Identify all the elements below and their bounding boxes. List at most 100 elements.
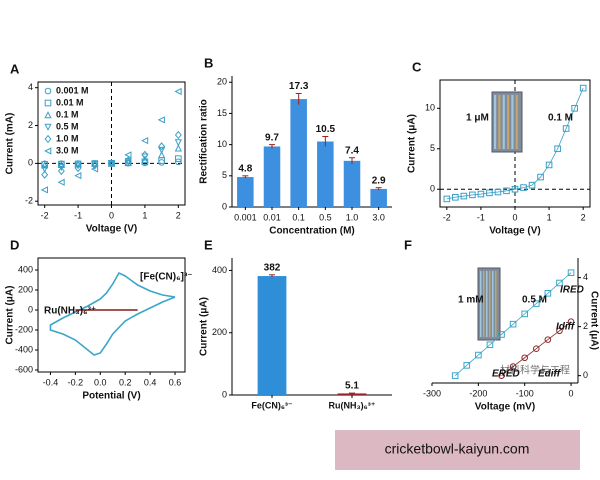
bar: [237, 177, 254, 207]
y-axis-label: Rectification ratio: [199, 99, 210, 183]
marker: [460, 192, 468, 200]
marker: [141, 155, 149, 163]
marker: [509, 320, 517, 328]
marker: [57, 178, 65, 186]
marker: [174, 130, 182, 140]
marker: [486, 189, 493, 197]
marker: [141, 150, 149, 160]
x-tick-label: -300: [423, 388, 441, 398]
series-line: [501, 321, 572, 376]
y-axis-label: Current (mA): [5, 113, 16, 175]
inset-channel: [494, 95, 497, 149]
x-tick-label: 0.01: [263, 212, 281, 222]
marker: [567, 318, 575, 326]
value-label: 4.8: [238, 163, 252, 174]
x-tick-label: 3.0: [372, 212, 385, 222]
y-tick-label: 0: [28, 304, 33, 314]
legend-label: 0.01 M: [56, 97, 84, 107]
x-tick-label: -100: [516, 388, 534, 398]
marker: [532, 300, 540, 307]
x-tick-label: 0.6: [169, 377, 182, 387]
legend-label: 0.001 M: [56, 85, 89, 95]
y-tick-label: 0: [222, 389, 227, 399]
legend-label: 1.0 M: [56, 133, 79, 143]
marker: [175, 155, 182, 162]
x-tick-label: 0.2: [119, 377, 132, 387]
bar: [290, 99, 307, 207]
marker: [544, 289, 552, 297]
inset-channel: [492, 271, 494, 337]
marker: [124, 151, 132, 159]
watermark: 材料科学与工程: [500, 364, 570, 377]
marker: [174, 87, 182, 96]
x-tick-label: Fe(CN)₆³⁻: [251, 400, 293, 410]
marker: [57, 163, 65, 172]
marker: [545, 161, 553, 169]
y-tick-label: 200: [18, 284, 33, 294]
value-label: 7.4: [345, 145, 359, 156]
caption-box: [335, 430, 580, 470]
bar: [370, 188, 387, 207]
x-tick-label: 0: [512, 212, 517, 222]
plot-frame: [37, 257, 186, 373]
y-tick-label: 10: [425, 103, 435, 113]
y2-tick-label: 4: [583, 272, 588, 282]
x-axis-label: Voltage (V): [86, 224, 137, 235]
x-tick-label: -2: [41, 210, 49, 220]
marker: [532, 345, 540, 352]
marker: [537, 173, 544, 181]
y-tick-label: 15: [217, 108, 227, 118]
annotation: 1 mM: [458, 295, 484, 306]
marker: [107, 159, 115, 167]
marker: [44, 111, 52, 119]
bar: [257, 276, 287, 395]
y-tick-label: 400: [212, 265, 227, 275]
inset-channel: [489, 271, 491, 337]
x-tick-label: -1: [477, 212, 485, 222]
marker: [74, 172, 82, 180]
x-tick-label: 0.0: [94, 377, 107, 387]
x-tick-label: 0: [109, 210, 114, 220]
marker: [579, 84, 587, 92]
inset-channel: [495, 271, 497, 337]
marker: [451, 372, 459, 379]
x-tick-label: -1: [74, 210, 82, 220]
marker: [41, 170, 49, 179]
series-label: [Fe(CN)₆]³⁻: [140, 272, 193, 283]
y-tick-label: -200: [15, 324, 33, 334]
x-axis-label: Voltage (mV): [475, 402, 535, 413]
bar: [317, 141, 334, 207]
y-tick-label: 10: [217, 139, 227, 149]
marker: [498, 372, 505, 379]
marker: [124, 156, 132, 165]
marker: [74, 163, 82, 173]
marker: [486, 341, 494, 349]
y-tick-label: 0: [28, 158, 33, 168]
x-tick-label: -2: [443, 212, 451, 222]
annotation: Idiff: [556, 322, 576, 333]
y-tick-label: 20: [217, 77, 227, 87]
inset-channel: [515, 95, 518, 149]
marker: [556, 279, 563, 287]
marker: [108, 159, 115, 168]
y-tick-label: 0: [430, 184, 435, 194]
marker: [556, 327, 563, 335]
marker: [57, 166, 65, 176]
x-tick-label: Ru(NH₃)₆³⁺: [329, 400, 376, 410]
value-label: 382: [264, 262, 281, 273]
x-tick-label: 0.5: [319, 212, 332, 222]
value-label: 9.7: [265, 132, 279, 143]
annotation: 1 μM: [466, 113, 489, 124]
marker: [469, 191, 476, 199]
y-tick-label: 5: [222, 170, 227, 180]
marker: [41, 161, 49, 169]
value-label: 5.1: [345, 381, 359, 392]
inset-channel: [511, 95, 514, 149]
marker: [157, 116, 165, 124]
annotation: Ediff: [538, 369, 562, 380]
marker: [158, 146, 166, 155]
y-tick-label: 5: [430, 143, 435, 153]
marker: [520, 184, 527, 191]
bar: [337, 393, 367, 395]
bar: [263, 146, 281, 207]
